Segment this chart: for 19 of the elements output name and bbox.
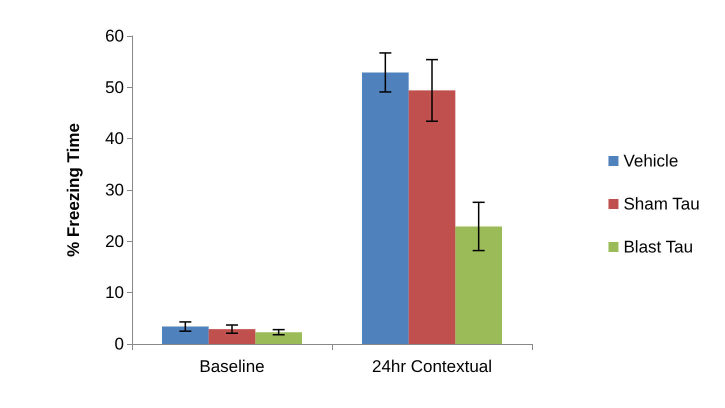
bar: [362, 72, 409, 344]
legend-label: Blast Tau: [623, 238, 694, 256]
y-tick-label: 50: [105, 78, 124, 97]
legend-label: Sham Tau: [623, 194, 700, 214]
x-tick-label: 24hr Contextual: [372, 357, 492, 376]
bar: [455, 226, 502, 344]
y-axis-title: % Freezing Time: [64, 123, 83, 257]
bar: [162, 326, 209, 344]
y-tick-label: 20: [105, 232, 124, 251]
y-tick-label: 60: [105, 26, 124, 46]
y-tick-label: 40: [105, 129, 124, 148]
y-tick-label: 0: [114, 334, 124, 354]
y-tick-label: 10: [105, 283, 124, 302]
bar: [255, 332, 302, 344]
bar: [208, 329, 256, 344]
y-tick-label: 30: [105, 180, 124, 200]
bar: [408, 90, 456, 344]
x-tick-label: Baseline: [199, 357, 265, 376]
legend-label: Vehicle: [623, 152, 678, 170]
